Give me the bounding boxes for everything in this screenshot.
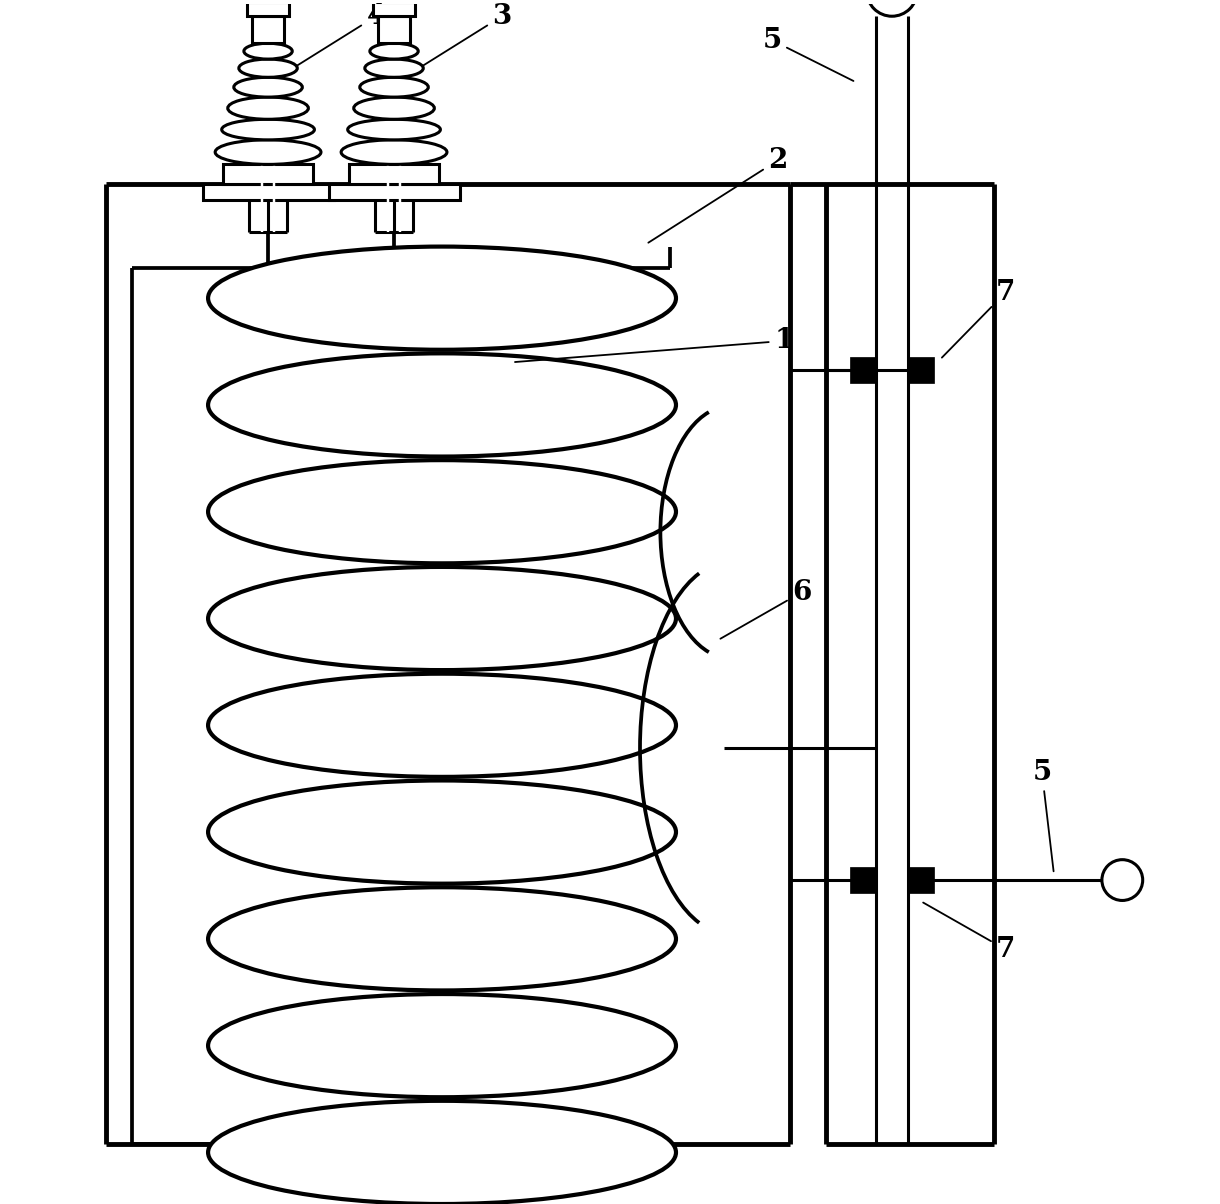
Ellipse shape	[209, 567, 676, 671]
Text: 4: 4	[282, 2, 386, 75]
Text: 2: 2	[648, 147, 788, 243]
Bar	[203, 184, 333, 200]
Ellipse shape	[209, 1100, 676, 1204]
Text: 7: 7	[924, 903, 1015, 963]
Bar	[253, 16, 284, 43]
Ellipse shape	[244, 43, 293, 59]
Ellipse shape	[209, 353, 676, 456]
Text: 1: 1	[515, 327, 794, 362]
Ellipse shape	[342, 140, 447, 165]
Ellipse shape	[209, 887, 676, 991]
Ellipse shape	[209, 780, 676, 884]
Circle shape	[866, 0, 917, 16]
Text: 6: 6	[720, 579, 811, 639]
Bar	[373, 1, 415, 16]
Bar	[349, 165, 439, 184]
Ellipse shape	[354, 98, 434, 119]
Ellipse shape	[209, 247, 676, 350]
Ellipse shape	[215, 140, 321, 165]
Circle shape	[1102, 860, 1143, 901]
Text: 3: 3	[409, 2, 511, 75]
Ellipse shape	[209, 460, 676, 563]
Bar	[850, 356, 876, 383]
Text: 7: 7	[942, 278, 1015, 358]
Ellipse shape	[209, 995, 676, 1097]
Text: 5: 5	[1032, 759, 1054, 872]
Bar	[328, 184, 460, 200]
Ellipse shape	[370, 43, 418, 59]
Ellipse shape	[209, 674, 676, 777]
Ellipse shape	[348, 119, 440, 140]
Ellipse shape	[239, 59, 298, 77]
Bar	[378, 16, 410, 43]
Bar	[246, 1, 289, 16]
Bar	[223, 165, 314, 184]
Text: 5: 5	[762, 26, 854, 81]
Bar	[908, 356, 935, 383]
Ellipse shape	[365, 59, 423, 77]
Ellipse shape	[222, 119, 315, 140]
Ellipse shape	[228, 98, 309, 119]
Ellipse shape	[360, 77, 428, 98]
Bar	[908, 867, 935, 893]
Ellipse shape	[234, 77, 303, 98]
Bar	[850, 867, 876, 893]
